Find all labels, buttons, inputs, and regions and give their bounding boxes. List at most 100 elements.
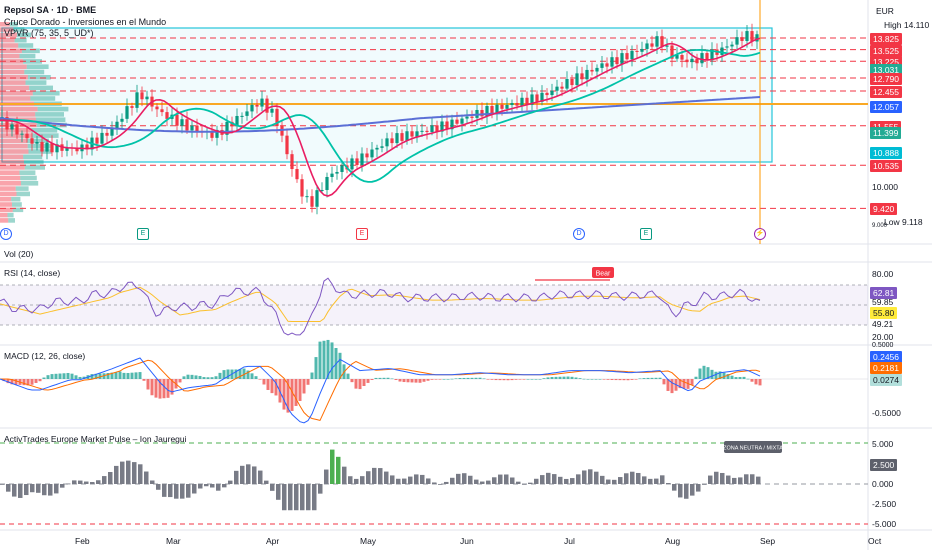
candle (440, 121, 444, 132)
candle (95, 137, 99, 144)
hist-value-tag: 0.0274 (870, 374, 902, 386)
candle (490, 106, 494, 114)
candle (465, 116, 469, 119)
candle (450, 119, 454, 130)
dividend-event-icon[interactable]: D (573, 228, 585, 240)
candle (165, 112, 169, 119)
candle (420, 130, 424, 132)
symbol-title[interactable]: Repsol SA · 1D · BME (4, 5, 97, 15)
candle (45, 142, 49, 152)
candle (745, 31, 749, 41)
candle (700, 53, 704, 64)
candle (335, 171, 339, 174)
signal-value-tag: 0.2181 (870, 362, 902, 374)
candle (65, 147, 69, 151)
candle (105, 132, 109, 136)
price-level-tag: 13.525 (870, 44, 902, 57)
time-label: Mar (166, 536, 181, 546)
candle (695, 58, 699, 64)
time-label: Jul (564, 536, 575, 546)
candle (360, 153, 364, 165)
candle (600, 63, 604, 68)
candle (250, 104, 254, 112)
dividend-event-icon[interactable]: D (0, 228, 12, 240)
volume-profile (0, 22, 69, 223)
candle (725, 46, 729, 48)
zone-label: ZONA NEUTRA / MIXTA (723, 446, 783, 452)
candle (625, 53, 629, 60)
macd-value-tag: 0.2456 (870, 351, 902, 363)
candle (550, 90, 554, 96)
candle (185, 119, 189, 131)
candle (195, 125, 199, 132)
moving-average-mid (0, 48, 761, 183)
candle (225, 121, 229, 135)
candle (495, 104, 499, 114)
pulse-pane-title[interactable]: ActivTrades Europe Market Pulse – Ion Ja… (4, 434, 187, 444)
candle (350, 158, 354, 170)
zone-badge (724, 441, 782, 453)
candle (735, 37, 739, 45)
candle (545, 92, 549, 96)
candle (690, 58, 694, 63)
candle (705, 53, 709, 61)
candle (325, 176, 329, 190)
candle (580, 73, 584, 80)
indicator-vpvr[interactable]: VPVR (75, 35, 5_UD*) (4, 28, 94, 38)
macd-histogram (0, 339, 762, 413)
candle (390, 138, 394, 144)
indicator-golden-cross[interactable]: Cruce Dorado - Inversiones en el Mundo (4, 17, 167, 27)
price-level-tag: 12.790 (870, 73, 902, 86)
candle (125, 106, 129, 119)
candle (155, 106, 159, 110)
candle (665, 45, 669, 47)
candle (750, 31, 754, 42)
candle (375, 147, 379, 150)
earnings-event-icon[interactable]: E (137, 228, 149, 240)
candle (610, 57, 614, 67)
candle (310, 196, 314, 207)
candle (305, 196, 309, 198)
candle (630, 50, 634, 60)
candle (10, 124, 14, 130)
bear-badge (592, 267, 614, 278)
pulse-axis-label: 0.000 (872, 479, 894, 489)
candle (525, 97, 529, 105)
macd-axis-label: -0.5000 (872, 408, 901, 418)
time-label: May (360, 536, 377, 546)
candle (135, 92, 139, 108)
candle (605, 63, 609, 67)
candle (355, 158, 359, 165)
candle (35, 141, 39, 144)
price-level-tag: 12.455 (870, 85, 902, 98)
candle (30, 138, 34, 144)
candle (660, 36, 664, 47)
price-level-tag: 13.031 (870, 63, 902, 76)
rsi-ma-tag: 55.80 (870, 307, 898, 319)
low-label: Low 9.118 (884, 217, 923, 227)
candle (160, 109, 164, 113)
pulse-histogram (0, 449, 761, 511)
candle (75, 148, 79, 152)
candle (650, 43, 654, 47)
rsi-axis-label: 20.00 (872, 332, 894, 342)
candle (505, 105, 509, 109)
candle (210, 131, 214, 138)
volume-pane-title[interactable]: Vol (20) (4, 249, 34, 259)
candle (40, 141, 44, 152)
macd-pane-title[interactable]: MACD (12, 26, close) (4, 351, 86, 361)
candle (385, 138, 389, 147)
earnings-event-icon[interactable]: E (640, 228, 652, 240)
candles (0, 23, 759, 215)
candle (685, 59, 689, 63)
rsi-pane-title[interactable]: RSI (14, close) (4, 268, 61, 278)
candle (260, 98, 264, 107)
upcoming-event-icon[interactable]: ⚡ (754, 228, 766, 240)
time-label: Aug (665, 536, 681, 546)
candle (365, 153, 369, 158)
candle (265, 98, 269, 113)
candle (25, 133, 29, 139)
candle (175, 114, 179, 126)
earnings-event-icon[interactable]: E (356, 228, 368, 240)
